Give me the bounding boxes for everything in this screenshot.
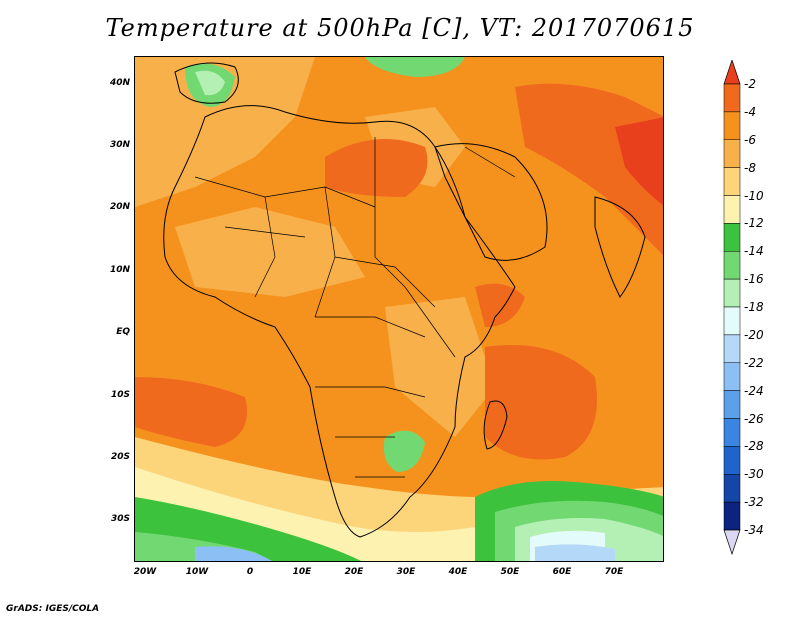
colorbar-swatch bbox=[723, 139, 741, 168]
colorbar-label: -14 bbox=[744, 244, 764, 259]
colorbar-swatch bbox=[723, 390, 741, 419]
africa-coastline bbox=[163, 105, 516, 538]
map-title: Temperature at 500hPa [C], VT: 201707061… bbox=[105, 14, 695, 42]
temperature-map bbox=[134, 56, 664, 562]
footer-credit: GrADS: IGES/COLA bbox=[6, 604, 100, 614]
colorbar-swatch bbox=[723, 278, 741, 308]
colorbar-label: -20 bbox=[744, 327, 764, 342]
colorbar-label: -6 bbox=[744, 132, 756, 147]
colorbar-top-arrow bbox=[723, 58, 741, 85]
lon-label-0: 0 bbox=[246, 567, 254, 577]
field-light-sahel bbox=[175, 207, 365, 297]
lon-label-10e: 10E bbox=[292, 567, 312, 577]
field-light-northwest bbox=[135, 57, 315, 207]
lat-label-20n: 20N bbox=[109, 202, 130, 212]
madagascar-coastline bbox=[483, 400, 508, 450]
colorbar-swatch bbox=[723, 306, 741, 336]
colorbar-label: -18 bbox=[744, 300, 764, 314]
field-cold-southeast-blue bbox=[535, 544, 615, 561]
colorbar-label: -32 bbox=[744, 495, 764, 510]
map-canvas bbox=[135, 57, 663, 561]
colorbar-label: -4 bbox=[744, 104, 756, 119]
colorbar-swatch bbox=[723, 111, 741, 140]
colorbar-swatch bbox=[723, 83, 741, 113]
colorbar-label: -2 bbox=[744, 77, 756, 91]
lat-label-20s: 20S bbox=[110, 452, 130, 462]
lon-label-60e: 60E bbox=[552, 567, 572, 577]
lon-label-70e: 70E bbox=[604, 567, 624, 577]
colorbar-label: -26 bbox=[744, 411, 764, 426]
lon-label-50e: 50E bbox=[500, 567, 520, 577]
field-warm-egypt bbox=[325, 139, 428, 197]
colorbar-label: -10 bbox=[744, 188, 764, 203]
lat-label-10n: 10N bbox=[109, 265, 130, 275]
colorbar-label: -16 bbox=[744, 272, 764, 287]
field-warm-atlantic bbox=[135, 377, 247, 447]
field-hot-iran bbox=[615, 117, 663, 206]
lon-label-30e: 30E bbox=[396, 567, 416, 577]
colorbar-swatch bbox=[723, 223, 741, 252]
colorbar-label: -30 bbox=[744, 467, 764, 482]
colorbar-label: -22 bbox=[744, 355, 764, 370]
colorbar-swatch bbox=[723, 501, 741, 531]
colorbar-label: -28 bbox=[744, 439, 764, 454]
lon-label-10w: 10W bbox=[185, 567, 209, 577]
lat-label-eq: EQ bbox=[116, 327, 130, 337]
colorbar-label: -8 bbox=[744, 160, 756, 175]
lat-label-30s: 30S bbox=[110, 514, 130, 524]
lat-label-40n: 40N bbox=[109, 78, 130, 88]
colorbar: -2 -4 -6 -8 -10 -12 -14 -16 -18 -20 -22 -24 -26 -28 -3… bbox=[722, 58, 764, 564]
colorbar-swatch bbox=[723, 474, 741, 503]
country-borders bbox=[194, 137, 516, 478]
colorbar-label: -34 bbox=[744, 523, 764, 537]
india-coastline bbox=[594, 196, 646, 298]
colorbar-swatch bbox=[723, 167, 741, 196]
colorbar-swatch bbox=[723, 334, 741, 363]
field-cold-southwest bbox=[195, 546, 272, 561]
colorbar-swatch bbox=[723, 418, 741, 447]
colorbar-label: -12 bbox=[744, 216, 764, 231]
lon-label-20e: 20E bbox=[344, 567, 364, 577]
iberia-coastline bbox=[174, 62, 239, 104]
colorbar-label: -24 bbox=[744, 383, 764, 398]
colorbar-bottom-arrow bbox=[723, 529, 741, 556]
colorbar-swatches bbox=[723, 58, 741, 556]
lon-label-40e: 40E bbox=[448, 567, 468, 577]
arabia-coastline bbox=[434, 143, 548, 261]
lon-label-20w: 20W bbox=[133, 567, 157, 577]
lat-label-30n: 30N bbox=[109, 140, 130, 150]
field-warm-indian-ocean bbox=[485, 345, 597, 460]
field-cool-mediterranean bbox=[365, 57, 465, 77]
colorbar-swatch bbox=[723, 446, 741, 475]
field-warm-horn bbox=[475, 283, 525, 327]
colorbar-swatch bbox=[723, 195, 741, 224]
field-cool-zimbabwe bbox=[383, 430, 425, 472]
colorbar-swatch bbox=[723, 362, 741, 391]
colorbar-swatch bbox=[723, 251, 741, 280]
field-cool-iberia-inner bbox=[195, 70, 225, 96]
lat-label-10s: 10S bbox=[110, 390, 130, 400]
